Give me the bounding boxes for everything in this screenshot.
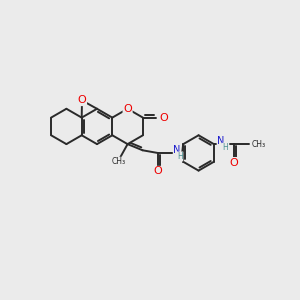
Text: N: N xyxy=(217,136,225,146)
Text: O: O xyxy=(78,95,86,105)
Text: O: O xyxy=(159,112,168,123)
Text: CH₃: CH₃ xyxy=(112,157,126,166)
Text: O: O xyxy=(229,158,238,168)
Text: O: O xyxy=(153,167,162,176)
Text: O: O xyxy=(123,104,132,114)
Text: N: N xyxy=(173,145,181,155)
Text: H: H xyxy=(222,143,228,152)
Text: H: H xyxy=(177,152,183,161)
Text: CH₃: CH₃ xyxy=(251,140,266,148)
